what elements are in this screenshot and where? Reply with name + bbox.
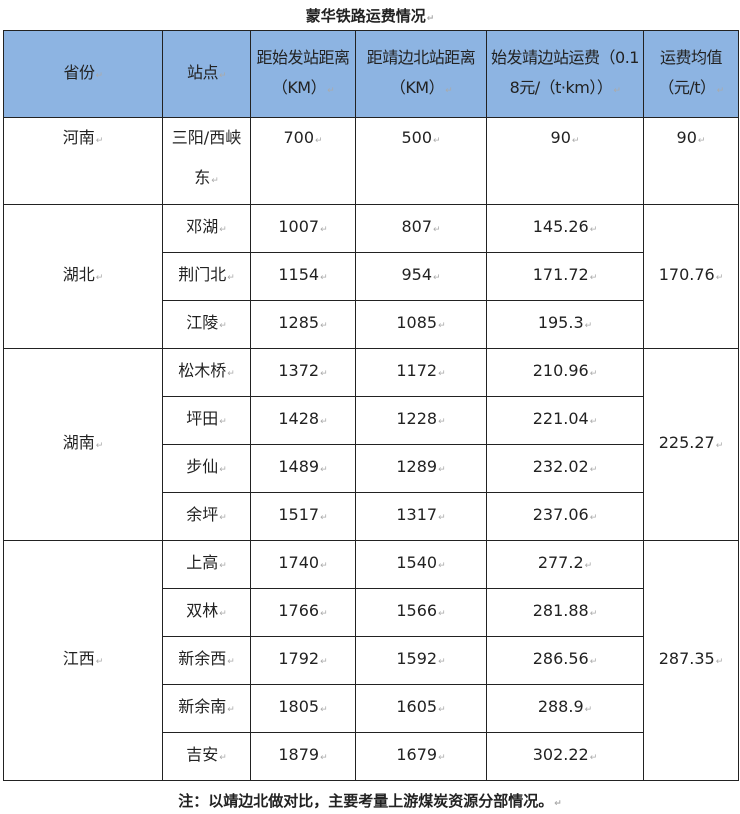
dist-jingbian-cell: 1085 (355, 300, 487, 349)
station-cell: 三阳/西峡东 (162, 117, 251, 205)
freight-cell: 237.06 (486, 492, 644, 541)
table-row: 湖北邓湖1007807145.26170.76 (3, 204, 739, 349)
table-row: 步仙14891289232.02 (4, 444, 739, 493)
dist-origin-cell: 1007 (250, 204, 356, 253)
station-cell: 新余西 (162, 636, 251, 685)
province-cell: 湖北 (3, 204, 163, 349)
dist-jingbian-cell: 1605 (355, 684, 487, 733)
dist-origin-cell: 1154 (250, 252, 356, 301)
header-row: 省份 站点 距始发站距离（KM） 距靖边北站距离（KM） 始发靖边站运费（0.1… (3, 30, 739, 118)
station-cell: 江陵 (162, 300, 251, 349)
dist-origin-cell: 1372 (250, 348, 356, 397)
header-province: 省份 (3, 30, 163, 118)
freight-cell: 145.26 (486, 204, 644, 253)
table-row: 江西上高17401540277.2287.35 (3, 540, 739, 781)
dist-jingbian-cell: 1289 (355, 444, 487, 493)
dist-jingbian-cell: 954 (355, 252, 487, 301)
dist-jingbian-cell: 1228 (355, 396, 487, 445)
freight-cell: 171.72 (486, 252, 644, 301)
avg-cell: 225.27 (643, 348, 739, 541)
freight-cell: 286.56 (486, 636, 644, 685)
freight-cell: 281.88 (486, 588, 644, 637)
station-cell: 松木桥 (162, 348, 251, 397)
dist-origin-cell: 1517 (250, 492, 356, 541)
table-row: 湖南松木桥13721172210.96225.27 (3, 348, 739, 541)
dist-jingbian-cell: 500 (355, 117, 487, 205)
dist-origin-cell: 1879 (250, 732, 356, 781)
document-title: 蒙华铁路运费情况 (0, 0, 740, 30)
freight-cell: 277.2 (486, 540, 644, 589)
freight-cell: 302.22 (486, 732, 644, 781)
freight-cell: 232.02 (486, 444, 644, 493)
freight-cell: 288.9 (486, 684, 644, 733)
province-cell: 江西 (3, 540, 163, 781)
station-cell: 荆门北 (162, 252, 251, 301)
dist-origin-cell: 1766 (250, 588, 356, 637)
dist-origin-cell: 700 (250, 117, 356, 205)
dist-origin-cell: 1428 (250, 396, 356, 445)
footnote: 注：以靖边北做对比，主要考量上游煤炭资源分部情况。 (0, 791, 740, 814)
station-cell: 双林 (162, 588, 251, 637)
dist-jingbian-cell: 1172 (355, 348, 487, 397)
header-station: 站点 (162, 30, 251, 118)
table-row: 新余南18051605288.9 (4, 684, 739, 733)
table-row: 河南三阳/西峡东7005009090 (3, 117, 739, 205)
station-cell: 余坪 (162, 492, 251, 541)
freight-cell: 221.04 (486, 396, 644, 445)
station-cell: 上高 (162, 540, 251, 589)
province-cell: 湖南 (3, 348, 163, 541)
dist-jingbian-cell: 1566 (355, 588, 487, 637)
station-cell: 吉安 (162, 732, 251, 781)
dist-jingbian-cell: 1540 (355, 540, 487, 589)
freight-cell: 195.3 (486, 300, 644, 349)
avg-cell: 287.35 (643, 540, 739, 781)
table-row: 荆门北1154954171.72 (4, 252, 739, 301)
header-avg: 运费均值（元/t） (643, 30, 739, 118)
table-row: 双林17661566281.88 (4, 588, 739, 637)
station-cell: 坪田 (162, 396, 251, 445)
province-cell: 河南 (3, 117, 163, 205)
dist-origin-cell: 1792 (250, 636, 356, 685)
freight-cell: 210.96 (486, 348, 644, 397)
avg-cell: 170.76 (643, 204, 739, 349)
header-dist-jingbian: 距靖边北站距离（KM） (355, 30, 487, 118)
dist-origin-cell: 1740 (250, 540, 356, 589)
station-cell: 邓湖 (162, 204, 251, 253)
station-cell: 新余南 (162, 684, 251, 733)
dist-jingbian-cell: 1592 (355, 636, 487, 685)
freight-table: 省份 站点 距始发站距离（KM） 距靖边北站距离（KM） 始发靖边站运费（0.1… (3, 30, 739, 781)
station-cell: 步仙 (162, 444, 251, 493)
dist-origin-cell: 1285 (250, 300, 356, 349)
table-row: 坪田14281228221.04 (4, 396, 739, 445)
dist-origin-cell: 1805 (250, 684, 356, 733)
table-row: 新余西17921592286.56 (4, 636, 739, 685)
dist-jingbian-cell: 1317 (355, 492, 487, 541)
dist-jingbian-cell: 1679 (355, 732, 487, 781)
header-freight: 始发靖边站运费（0.18元/（t·km）） (486, 30, 644, 118)
dist-origin-cell: 1489 (250, 444, 356, 493)
table-row: 余坪15171317237.06 (4, 492, 739, 541)
header-dist-origin: 距始发站距离（KM） (250, 30, 356, 118)
avg-cell: 90 (643, 117, 739, 205)
dist-jingbian-cell: 807 (355, 204, 487, 253)
freight-cell: 90 (486, 117, 644, 205)
